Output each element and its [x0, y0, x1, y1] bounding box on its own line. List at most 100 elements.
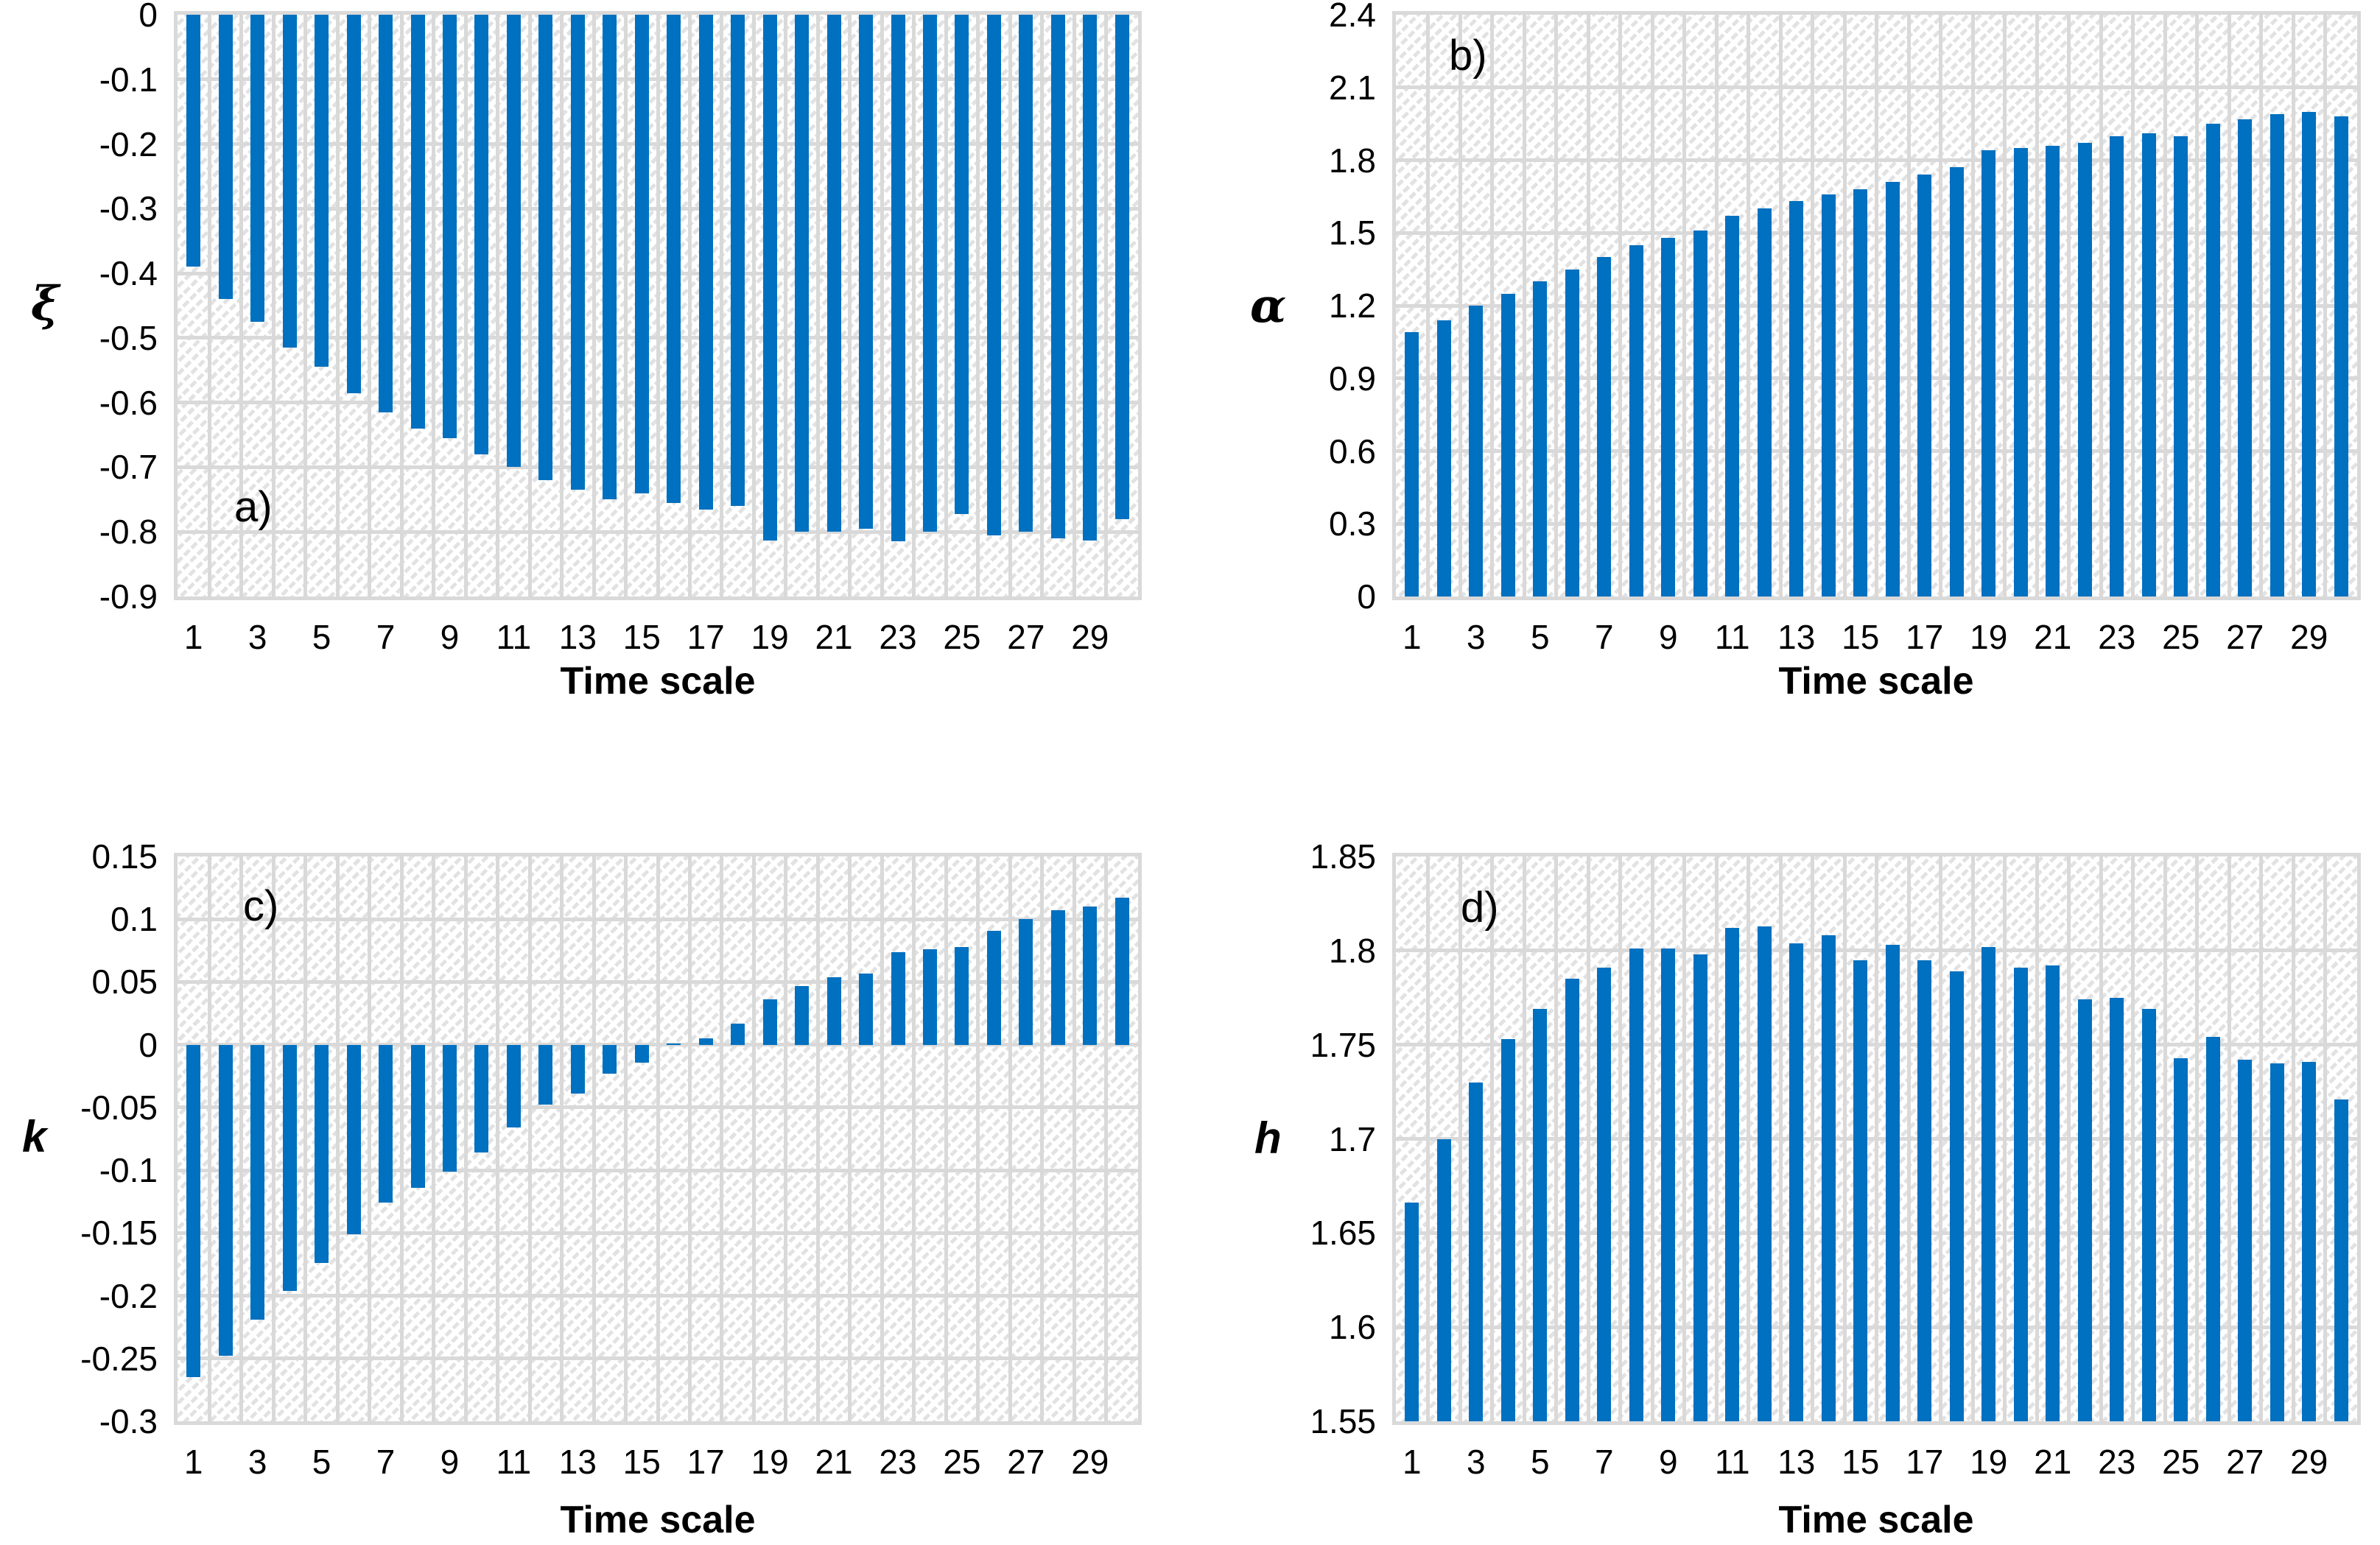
y-tick-label: 0 [138, 1025, 158, 1064]
gridline-vertical [751, 856, 756, 1421]
bar-timescale-21 [826, 976, 841, 1045]
bar-timescale-16 [667, 1043, 681, 1045]
y-tick-label: 0.1 [110, 900, 158, 939]
gridline-vertical [463, 15, 468, 596]
gridline-vertical [1040, 15, 1045, 596]
x-tick-label: 17 [1906, 1443, 1944, 1481]
bar-timescale-26 [2205, 124, 2220, 596]
x-tick-label: 27 [1007, 1443, 1045, 1481]
y-tick-label: 1.8 [1329, 931, 1376, 970]
x-tick-label: 21 [2034, 1443, 2072, 1481]
gridline-vertical [1040, 856, 1045, 1421]
bar-timescale-27 [2238, 119, 2253, 596]
bar-timescale-3 [250, 15, 265, 322]
bar-timescale-18 [1949, 167, 1964, 596]
x-tick-label: 9 [1658, 1443, 1678, 1481]
plot-area-a [174, 11, 1142, 600]
bar-timescale-8 [410, 1044, 425, 1188]
gridline-vertical [2067, 856, 2071, 1421]
x-tick-label: 7 [376, 1443, 396, 1481]
bar-timescale-21 [826, 15, 841, 532]
gridline-vertical [976, 15, 980, 596]
x-tick-label: 15 [1842, 1443, 1880, 1481]
gridline-vertical [2291, 15, 2295, 596]
bar-timescale-12 [1757, 926, 1772, 1421]
gridline-vertical [368, 15, 372, 596]
x-tick-label: 3 [248, 618, 267, 656]
bar-timescale-13 [1789, 201, 1804, 596]
x-tick-label: 7 [1594, 618, 1614, 656]
gridline-vertical [1939, 15, 1942, 596]
y-tick-label: 1.5 [1329, 214, 1376, 253]
x-tick-label: 27 [2226, 618, 2264, 656]
gridline-vertical [560, 856, 564, 1421]
y-tick-label: -0.1 [99, 1151, 158, 1190]
panel-letter-c: c) [243, 882, 279, 930]
panel-a: ξ a) Time scale 0 -0.1 -0.2 -0.3 -0.4 -0.5 -0.… [0, 0, 1190, 772]
bar-timescale-24 [922, 949, 937, 1045]
gridline-vertical [1970, 856, 1975, 1421]
gridline-vertical [1650, 15, 1654, 596]
gridline-vertical [432, 856, 436, 1421]
y-tick-label: 0 [1357, 577, 1376, 616]
gridline-vertical [399, 856, 404, 1421]
y-axis-title-h: h [1254, 1113, 1282, 1163]
bar-timescale-15 [1853, 960, 1868, 1421]
bar-timescale-21 [2046, 145, 2060, 596]
gridline-vertical [1104, 15, 1109, 596]
x-axis-title-a: Time scale [560, 660, 756, 703]
gridline-vertical [2323, 856, 2327, 1421]
bar-timescale-2 [218, 1044, 233, 1356]
gridline-vertical [2099, 856, 2103, 1421]
gridline-vertical [1426, 15, 1430, 596]
bar-timescale-14 [603, 15, 617, 500]
bar-timescale-30 [1114, 898, 1129, 1045]
gridline-vertical [784, 15, 788, 596]
gridline-vertical [656, 15, 660, 596]
x-tick-label: 17 [687, 1443, 725, 1481]
x-tick-label: 15 [1842, 618, 1880, 656]
x-tick-label: 29 [2290, 618, 2328, 656]
bar-timescale-3 [1469, 1082, 1484, 1421]
bar-timescale-12 [1757, 208, 1772, 596]
x-tick-label: 23 [879, 618, 917, 656]
x-tick-label: 29 [1071, 618, 1109, 656]
bar-timescale-17 [1917, 960, 1932, 1421]
gridline-vertical [303, 15, 308, 596]
gridline-vertical [2195, 15, 2199, 596]
bar-timescale-9 [1661, 237, 1676, 596]
gridline-vertical [2195, 856, 2199, 1421]
bar-timescale-11 [1725, 928, 1740, 1421]
x-tick-label: 9 [440, 1443, 460, 1481]
bar-timescale-20 [2013, 148, 2028, 596]
panel-c: k c) Time scale 0.15 0.1 0.05 0 -0.05 -0.1 -0.… [0, 772, 1190, 1545]
gridline-vertical [1747, 15, 1750, 596]
gridline-vertical [271, 15, 275, 596]
bar-timescale-30 [2334, 1099, 2348, 1421]
y-tick-label: 1.85 [1310, 837, 1376, 876]
bar-timescale-8 [410, 15, 425, 429]
bar-timescale-28 [1050, 910, 1065, 1045]
bar-timescale-25 [2174, 1057, 2188, 1421]
gridline-vertical [2035, 15, 2039, 596]
bar-timescale-6 [346, 15, 361, 393]
x-tick-label: 19 [1970, 1443, 2008, 1481]
bar-timescale-14 [1821, 194, 1836, 596]
bar-timescale-11 [1725, 216, 1740, 596]
x-tick-label: 7 [376, 618, 396, 656]
y-tick-label: 1.2 [1329, 286, 1376, 325]
bar-timescale-12 [538, 1044, 553, 1105]
bar-timescale-13 [570, 1044, 585, 1094]
gridline-vertical [1842, 856, 1847, 1421]
gridline-vertical [560, 15, 564, 596]
bar-timescale-5 [315, 15, 329, 367]
x-tick-label: 5 [312, 1443, 331, 1481]
x-tick-label: 11 [496, 618, 532, 656]
gridline-vertical [1458, 856, 1462, 1421]
bar-timescale-27 [1019, 15, 1033, 532]
x-axis-title-d: Time scale [1778, 1499, 1974, 1541]
bar-timescale-28 [1050, 15, 1065, 538]
gridline-vertical [1747, 856, 1750, 1421]
bar-timescale-20 [795, 985, 810, 1045]
